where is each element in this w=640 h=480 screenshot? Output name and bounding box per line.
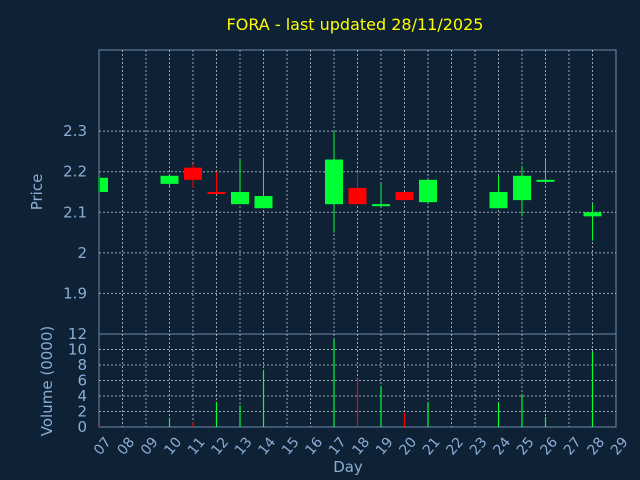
x-axis-label: Day	[333, 458, 363, 476]
price-y-tick-label: 1.9	[63, 284, 87, 302]
candle-body	[536, 179, 555, 182]
price-y-tick-label: 2.3	[63, 122, 87, 140]
x-tick-label: 22	[443, 434, 467, 458]
x-tick-label: 26	[537, 434, 561, 458]
candles	[98, 131, 602, 241]
candle	[419, 179, 437, 205]
candle-body	[100, 177, 108, 192]
x-axis-ticks: 07 08 09 10 11 12 13 14 15 16 17 18 19 20 21 22 23 24 25 26…	[91, 434, 632, 458]
candle	[184, 163, 202, 188]
volume-y-tick-label: 2	[77, 403, 87, 421]
x-tick-label: 12	[208, 434, 232, 458]
candle-body	[160, 175, 179, 184]
volume-y-tick-label: 0	[77, 418, 87, 436]
volume-y-tick-label: 12	[68, 325, 87, 343]
volume-bars	[98, 339, 594, 427]
price-y-tick-label: 2	[77, 244, 87, 262]
candle	[348, 171, 367, 205]
candle-body	[231, 192, 249, 205]
candle-body	[184, 167, 202, 180]
candle	[513, 165, 531, 217]
x-tick-label: 09	[138, 434, 162, 458]
price-axis-label: Price	[28, 174, 46, 211]
candle-body	[583, 212, 602, 217]
x-tick-label: 18	[349, 434, 373, 458]
candle	[583, 204, 602, 241]
x-tick-label: 29	[608, 434, 632, 458]
price-panel: 1.9 2 2.1 2.2 2.3 Price	[28, 49, 617, 335]
x-tick-label: 17	[326, 434, 350, 458]
volume-axis-label: Volume (0000)	[38, 326, 56, 436]
candle	[372, 183, 390, 207]
x-tick-label: 08	[114, 434, 138, 458]
price-y-ticks: 1.9 2 2.1 2.2 2.3	[63, 122, 87, 302]
price-y-tick-label: 2.2	[63, 163, 87, 181]
candle	[207, 171, 226, 195]
x-tick-label: 07	[91, 434, 115, 458]
candle-body	[207, 192, 226, 195]
x-tick-label: 24	[490, 434, 514, 458]
candle-body	[489, 192, 508, 209]
candle	[98, 175, 108, 192]
x-tick-label: 16	[302, 434, 326, 458]
x-tick-label: 11	[185, 434, 209, 458]
x-tick-label: 27	[561, 434, 585, 458]
candle	[536, 159, 555, 184]
x-tick-label: 23	[467, 434, 491, 458]
x-tick-label: 10	[161, 434, 185, 458]
candle-body	[419, 179, 437, 203]
candle-body	[254, 196, 273, 209]
candle-body	[325, 159, 343, 205]
candle	[489, 175, 508, 209]
x-tick-label: 28	[584, 434, 608, 458]
x-tick-label: 19	[373, 434, 397, 458]
candle	[395, 192, 414, 201]
x-tick-label: 15	[279, 434, 303, 458]
x-tick-label: 13	[232, 434, 256, 458]
chart-title: FORA - last updated 28/11/2025	[227, 15, 484, 34]
x-tick-label: 14	[255, 434, 279, 458]
candle-body	[395, 192, 414, 201]
candle	[325, 131, 343, 233]
x-tick-label: 21	[420, 434, 444, 458]
volume-y-tick-label: 4	[77, 387, 87, 405]
volume-y-tick-label: 6	[77, 372, 87, 390]
candle	[254, 157, 273, 209]
volume-y-tick-label: 8	[77, 356, 87, 374]
price-y-tick-label: 2.1	[63, 203, 87, 221]
candle	[160, 175, 179, 188]
volume-y-tick-label: 10	[68, 341, 87, 359]
candle-body	[513, 175, 531, 201]
x-tick-label: 20	[396, 434, 420, 458]
x-tick-label: 25	[514, 434, 538, 458]
candle-body	[348, 187, 367, 205]
candle-body	[372, 204, 390, 207]
candle	[231, 159, 249, 205]
